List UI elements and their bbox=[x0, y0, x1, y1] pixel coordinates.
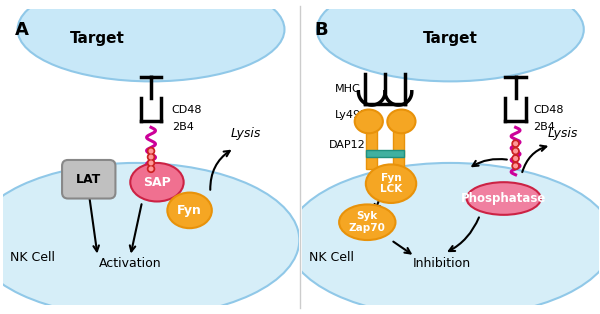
Circle shape bbox=[149, 161, 153, 165]
Ellipse shape bbox=[130, 163, 184, 202]
Text: Target: Target bbox=[423, 31, 478, 46]
Text: Lysis: Lysis bbox=[548, 127, 578, 140]
Circle shape bbox=[512, 155, 519, 162]
Text: Fyn: Fyn bbox=[177, 204, 202, 217]
Ellipse shape bbox=[467, 182, 541, 215]
Ellipse shape bbox=[339, 204, 395, 240]
Circle shape bbox=[149, 149, 153, 153]
Text: Phosphatase: Phosphatase bbox=[461, 192, 547, 205]
Circle shape bbox=[514, 149, 517, 153]
Text: 2B4: 2B4 bbox=[172, 122, 194, 132]
Circle shape bbox=[512, 140, 519, 147]
Circle shape bbox=[148, 148, 155, 154]
Ellipse shape bbox=[17, 0, 284, 81]
Text: LAT: LAT bbox=[76, 173, 101, 186]
Text: SAP: SAP bbox=[143, 176, 171, 189]
Ellipse shape bbox=[388, 110, 415, 133]
Text: DAP12: DAP12 bbox=[329, 140, 365, 150]
Bar bbox=[367, 149, 404, 157]
Ellipse shape bbox=[366, 165, 416, 203]
Circle shape bbox=[514, 157, 517, 160]
Text: A: A bbox=[14, 21, 28, 39]
Text: CD48: CD48 bbox=[533, 105, 564, 115]
Bar bbox=[367, 127, 377, 169]
Text: Syk
Zap70: Syk Zap70 bbox=[349, 211, 386, 233]
Ellipse shape bbox=[355, 110, 383, 133]
Text: Inhibition: Inhibition bbox=[412, 257, 470, 270]
Text: Target: Target bbox=[70, 31, 125, 46]
Text: Ly49D: Ly49D bbox=[335, 111, 370, 121]
Circle shape bbox=[149, 167, 153, 171]
Text: NK Cell: NK Cell bbox=[10, 251, 55, 264]
Text: NK Cell: NK Cell bbox=[309, 251, 354, 264]
Circle shape bbox=[512, 148, 519, 154]
Text: CD48: CD48 bbox=[172, 105, 202, 115]
Ellipse shape bbox=[167, 192, 212, 228]
Circle shape bbox=[514, 142, 517, 145]
Text: B: B bbox=[314, 21, 328, 39]
Ellipse shape bbox=[0, 163, 299, 314]
Circle shape bbox=[148, 160, 155, 166]
Bar bbox=[393, 127, 404, 169]
Circle shape bbox=[512, 162, 519, 170]
Circle shape bbox=[148, 154, 155, 160]
Circle shape bbox=[514, 164, 517, 168]
Text: Activation: Activation bbox=[99, 257, 161, 270]
FancyBboxPatch shape bbox=[62, 160, 115, 198]
Text: MHC: MHC bbox=[335, 84, 361, 94]
Text: Fyn
LCK: Fyn LCK bbox=[380, 173, 402, 194]
Ellipse shape bbox=[317, 0, 584, 81]
Ellipse shape bbox=[287, 163, 600, 314]
Circle shape bbox=[148, 165, 155, 172]
Text: Lysis: Lysis bbox=[231, 127, 261, 140]
Circle shape bbox=[149, 155, 153, 159]
Text: 2B4: 2B4 bbox=[533, 122, 555, 132]
